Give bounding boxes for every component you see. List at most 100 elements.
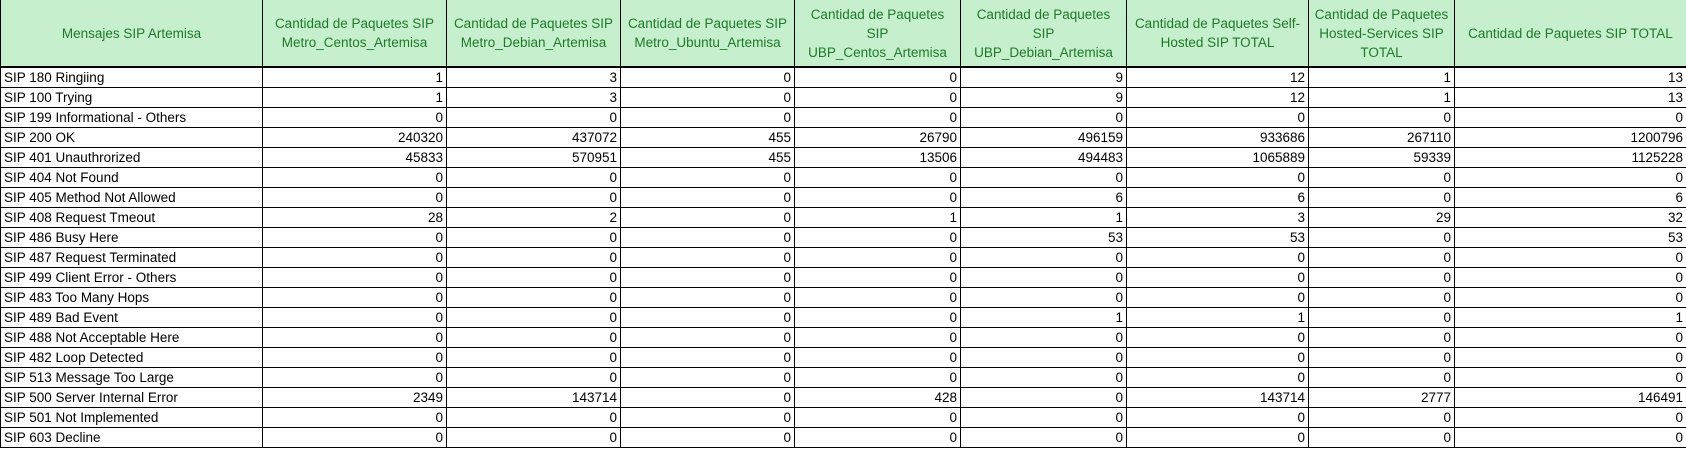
count-cell[interactable]: 0 <box>794 167 961 188</box>
count-cell[interactable]: 0 <box>960 267 1127 288</box>
count-cell[interactable]: 1200796 <box>1454 127 1686 148</box>
count-cell[interactable]: 240320 <box>262 127 447 148</box>
count-cell[interactable]: 0 <box>1454 267 1686 288</box>
count-cell[interactable]: 0 <box>1454 167 1686 188</box>
count-cell[interactable]: 143714 <box>1126 387 1309 408</box>
count-cell[interactable]: 13 <box>1454 67 1686 88</box>
count-cell[interactable]: 59339 <box>1308 147 1455 168</box>
count-cell[interactable]: 0 <box>262 307 447 328</box>
column-header-8[interactable]: Cantidad de Paquetes SIP TOTAL <box>1454 0 1686 68</box>
count-cell[interactable]: 0 <box>1308 367 1455 388</box>
count-cell[interactable]: 0 <box>620 427 795 448</box>
row-label-cell[interactable]: SIP 180 Ringiing <box>0 67 263 88</box>
count-cell[interactable]: 0 <box>620 247 795 268</box>
row-label-cell[interactable]: SIP 513 Message Too Large <box>0 367 263 388</box>
count-cell[interactable]: 0 <box>620 267 795 288</box>
count-cell[interactable]: 26790 <box>794 127 961 148</box>
count-cell[interactable]: 9 <box>960 87 1127 108</box>
count-cell[interactable]: 12 <box>1126 67 1309 88</box>
count-cell[interactable]: 0 <box>1308 247 1455 268</box>
count-cell[interactable]: 3 <box>446 67 621 88</box>
count-cell[interactable]: 1 <box>1126 307 1309 328</box>
row-label-cell[interactable]: SIP 100 Trying <box>0 87 263 108</box>
count-cell[interactable]: 0 <box>960 347 1127 368</box>
count-cell[interactable]: 0 <box>446 107 621 128</box>
count-cell[interactable]: 9 <box>960 67 1127 88</box>
count-cell[interactable]: 0 <box>446 227 621 248</box>
count-cell[interactable]: 0 <box>794 227 961 248</box>
count-cell[interactable]: 0 <box>446 187 621 208</box>
row-label-cell[interactable]: SIP 408 Request Tmeout <box>0 207 263 228</box>
count-cell[interactable]: 0 <box>262 227 447 248</box>
count-cell[interactable]: 0 <box>1308 327 1455 348</box>
count-cell[interactable]: 13 <box>1454 87 1686 108</box>
row-label-cell[interactable]: SIP 488 Not Acceptable Here <box>0 327 263 348</box>
count-cell[interactable]: 0 <box>794 67 961 88</box>
count-cell[interactable]: 13506 <box>794 147 961 168</box>
count-cell[interactable]: 53 <box>1454 227 1686 248</box>
count-cell[interactable]: 143714 <box>446 387 621 408</box>
count-cell[interactable]: 0 <box>262 247 447 268</box>
count-cell[interactable]: 0 <box>794 367 961 388</box>
count-cell[interactable]: 0 <box>960 387 1127 408</box>
row-label-cell[interactable]: SIP 487 Request Terminated <box>0 247 263 268</box>
row-label-cell[interactable]: SIP 404 Not Found <box>0 167 263 188</box>
count-cell[interactable]: 0 <box>794 187 961 208</box>
column-header-6[interactable]: Cantidad de Paquetes Self-Hosted SIP TOT… <box>1126 0 1309 68</box>
count-cell[interactable]: 3 <box>446 87 621 108</box>
count-cell[interactable]: 0 <box>620 407 795 428</box>
count-cell[interactable]: 0 <box>794 87 961 108</box>
count-cell[interactable]: 455 <box>620 147 795 168</box>
count-cell[interactable]: 29 <box>1308 207 1455 228</box>
count-cell[interactable]: 1125228 <box>1454 147 1686 168</box>
count-cell[interactable]: 0 <box>794 327 961 348</box>
count-cell[interactable]: 0 <box>1454 107 1686 128</box>
count-cell[interactable]: 0 <box>1308 407 1455 428</box>
count-cell[interactable]: 0 <box>446 427 621 448</box>
count-cell[interactable]: 0 <box>262 107 447 128</box>
count-cell[interactable]: 0 <box>1454 407 1686 428</box>
count-cell[interactable]: 1 <box>1308 67 1455 88</box>
count-cell[interactable]: 0 <box>1308 347 1455 368</box>
row-label-cell[interactable]: SIP 401 Unauthrorized <box>0 147 263 168</box>
count-cell[interactable]: 53 <box>960 227 1127 248</box>
count-cell[interactable]: 1 <box>794 207 961 228</box>
count-cell[interactable]: 0 <box>1126 167 1309 188</box>
count-cell[interactable]: 28 <box>262 207 447 228</box>
count-cell[interactable]: 1 <box>960 307 1127 328</box>
row-label-cell[interactable]: SIP 486 Busy Here <box>0 227 263 248</box>
count-cell[interactable]: 428 <box>794 387 961 408</box>
count-cell[interactable]: 0 <box>1308 227 1455 248</box>
count-cell[interactable]: 0 <box>794 307 961 328</box>
count-cell[interactable]: 32 <box>1454 207 1686 228</box>
count-cell[interactable]: 53 <box>1126 227 1309 248</box>
column-header-4[interactable]: Cantidad de Paquetes SIP UBP_Centos_Arte… <box>794 0 961 68</box>
count-cell[interactable]: 0 <box>794 247 961 268</box>
count-cell[interactable]: 496159 <box>960 127 1127 148</box>
count-cell[interactable]: 2 <box>446 207 621 228</box>
count-cell[interactable]: 0 <box>620 307 795 328</box>
count-cell[interactable]: 0 <box>446 407 621 428</box>
count-cell[interactable]: 1 <box>262 87 447 108</box>
count-cell[interactable]: 6 <box>1126 187 1309 208</box>
count-cell[interactable]: 2777 <box>1308 387 1455 408</box>
count-cell[interactable]: 0 <box>446 327 621 348</box>
column-header-2[interactable]: Cantidad de Paquetes SIP Metro_Debian_Ar… <box>446 0 621 68</box>
count-cell[interactable]: 3 <box>1126 207 1309 228</box>
count-cell[interactable]: 2349 <box>262 387 447 408</box>
count-cell[interactable]: 0 <box>446 287 621 308</box>
row-label-cell[interactable]: SIP 199 Informational - Others <box>0 107 263 128</box>
count-cell[interactable]: 0 <box>960 287 1127 308</box>
count-cell[interactable]: 0 <box>446 347 621 368</box>
count-cell[interactable]: 0 <box>262 407 447 428</box>
column-header-message[interactable]: Mensajes SIP Artemisa <box>0 0 263 68</box>
count-cell[interactable]: 0 <box>1126 347 1309 368</box>
count-cell[interactable]: 0 <box>262 287 447 308</box>
count-cell[interactable]: 0 <box>620 187 795 208</box>
count-cell[interactable]: 0 <box>1126 267 1309 288</box>
count-cell[interactable]: 0 <box>794 267 961 288</box>
count-cell[interactable]: 0 <box>960 247 1127 268</box>
count-cell[interactable]: 0 <box>262 367 447 388</box>
count-cell[interactable]: 0 <box>960 427 1127 448</box>
count-cell[interactable]: 0 <box>620 67 795 88</box>
